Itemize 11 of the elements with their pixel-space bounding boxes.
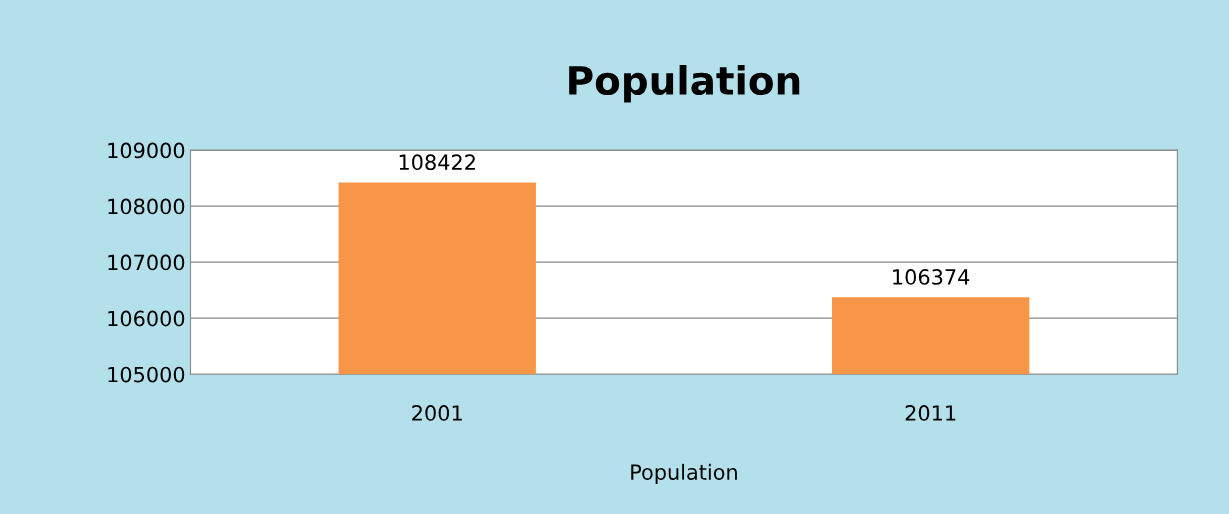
- y-tick-label: 106000: [108, 310, 185, 327]
- x-tick-label: 2001: [412, 405, 462, 421]
- chart-title: Population: [569, 64, 800, 103]
- y-tick-label: 109000: [108, 142, 185, 159]
- y-tick-label: 107000: [108, 254, 185, 271]
- x-axis-title: Population: [631, 463, 737, 484]
- y-tick-label: 108000: [108, 198, 185, 215]
- data-label: 108422: [399, 154, 475, 171]
- y-tick-label: 105000: [108, 366, 185, 383]
- data-label: 106374: [893, 269, 970, 285]
- x-tick-label: 2011: [905, 405, 956, 421]
